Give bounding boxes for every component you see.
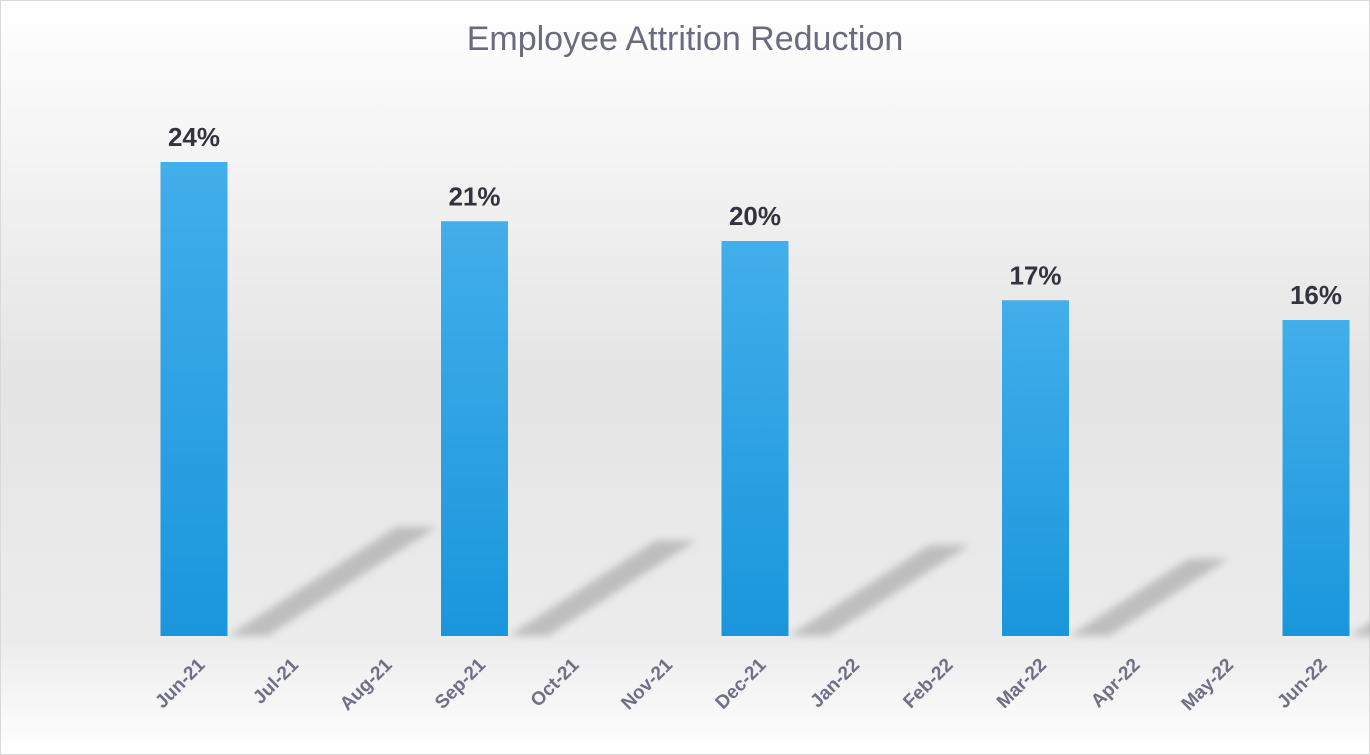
bar-jun-21 (160, 162, 228, 636)
bar-mar-22 (1002, 300, 1069, 636)
data-label: 20% (729, 201, 781, 231)
bar-shadow (227, 526, 437, 636)
bar-shadow (788, 545, 970, 636)
data-label: 17% (1009, 260, 1061, 290)
bar-jun-22 (1282, 320, 1350, 636)
data-label: 16% (1290, 280, 1342, 310)
bar-shadow (508, 540, 696, 636)
data-label: 21% (448, 181, 500, 211)
bar-shadow (1069, 558, 1229, 636)
bar-dec-21 (721, 241, 789, 636)
chart-title: Employee Attrition Reduction (467, 20, 904, 58)
data-label: 24% (168, 122, 220, 152)
bar-shadow (1349, 622, 1370, 636)
bar-sep-21 (441, 221, 508, 636)
